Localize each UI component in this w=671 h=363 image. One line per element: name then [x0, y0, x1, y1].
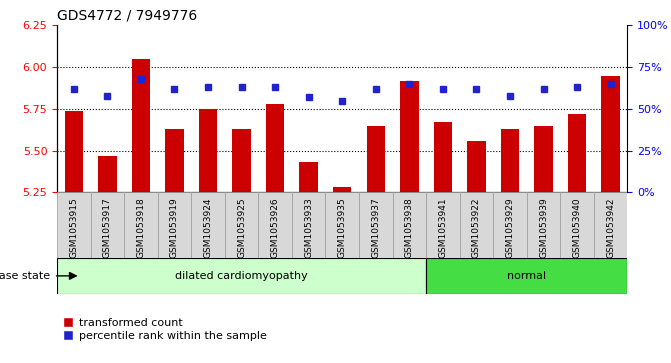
Text: dilated cardiomyopathy: dilated cardiomyopathy: [175, 271, 308, 281]
Bar: [57, 258, 426, 294]
Bar: [534, 126, 553, 192]
Text: GSM1053915: GSM1053915: [69, 197, 79, 258]
Bar: [124, 192, 158, 258]
Text: GSM1053929: GSM1053929: [505, 197, 515, 258]
Bar: [232, 129, 251, 192]
Bar: [91, 192, 124, 258]
Text: GDS4772 / 7949776: GDS4772 / 7949776: [57, 9, 197, 23]
Bar: [191, 192, 225, 258]
Text: GSM1053922: GSM1053922: [472, 197, 481, 258]
Bar: [299, 162, 318, 192]
Text: disease state: disease state: [0, 271, 50, 281]
Bar: [258, 192, 292, 258]
Bar: [199, 109, 217, 192]
Text: GSM1053933: GSM1053933: [304, 197, 313, 258]
Bar: [426, 258, 627, 294]
Bar: [266, 104, 285, 192]
Bar: [460, 192, 493, 258]
Text: normal: normal: [507, 271, 546, 281]
Text: GSM1053942: GSM1053942: [606, 197, 615, 258]
Bar: [64, 111, 83, 192]
Bar: [225, 192, 258, 258]
Bar: [568, 114, 586, 192]
Legend: transformed count, percentile rank within the sample: transformed count, percentile rank withi…: [62, 318, 267, 341]
Bar: [400, 81, 419, 192]
Bar: [393, 192, 426, 258]
Bar: [527, 192, 560, 258]
Bar: [132, 59, 150, 192]
Bar: [426, 192, 460, 258]
Text: GSM1053919: GSM1053919: [170, 197, 179, 258]
Text: GSM1053924: GSM1053924: [203, 197, 213, 258]
Bar: [165, 129, 184, 192]
Bar: [158, 192, 191, 258]
Bar: [594, 192, 627, 258]
Bar: [433, 122, 452, 192]
Text: GSM1053939: GSM1053939: [539, 197, 548, 258]
Bar: [98, 156, 117, 192]
Text: GSM1053937: GSM1053937: [371, 197, 380, 258]
Text: GSM1053941: GSM1053941: [438, 197, 448, 258]
Bar: [57, 192, 91, 258]
Bar: [601, 76, 620, 192]
Text: GSM1053925: GSM1053925: [237, 197, 246, 258]
Text: GSM1053938: GSM1053938: [405, 197, 414, 258]
Bar: [292, 192, 325, 258]
Bar: [366, 126, 385, 192]
Bar: [501, 129, 519, 192]
Text: GSM1053917: GSM1053917: [103, 197, 112, 258]
Text: GSM1053935: GSM1053935: [338, 197, 347, 258]
Text: GSM1053940: GSM1053940: [572, 197, 582, 258]
Bar: [493, 192, 527, 258]
Bar: [325, 192, 359, 258]
Text: GSM1053926: GSM1053926: [270, 197, 280, 258]
Bar: [333, 187, 352, 192]
Bar: [467, 140, 486, 192]
Text: GSM1053918: GSM1053918: [136, 197, 146, 258]
Bar: [560, 192, 594, 258]
Bar: [359, 192, 393, 258]
